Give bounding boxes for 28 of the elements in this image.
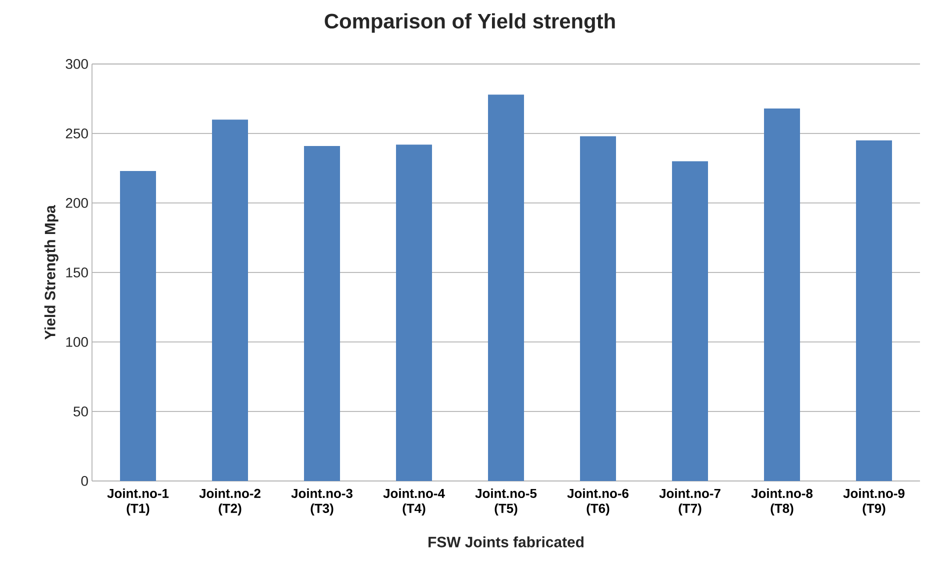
x-tick-label: Joint.no-2 (T2) — [199, 488, 260, 516]
x-tick-label: Joint.no-8 (T8) — [751, 488, 813, 516]
y-tick-label: 300 — [66, 59, 88, 69]
y-axis-title: Yield Strength Mpa — [44, 205, 58, 340]
bar — [856, 140, 892, 481]
x-tick-label: Joint.no-6 (T6) — [567, 488, 628, 516]
bar — [120, 171, 156, 481]
y-tick-label: 0 — [81, 476, 88, 486]
x-tick-label: Joint.no-1 (T1) — [107, 488, 169, 516]
chart-title: Comparison of Yield strength — [324, 13, 615, 33]
bar — [764, 108, 800, 481]
x-axis-title: FSW Joints fabricated — [428, 536, 584, 548]
bar — [304, 146, 340, 481]
y-tick-label: 150 — [66, 268, 88, 278]
x-tick-label: Joint.no-9 (T9) — [843, 488, 904, 516]
y-tick-label: 50 — [74, 406, 88, 416]
x-tick-label: Joint.no-7 (T7) — [659, 488, 720, 516]
y-tick-label: 250 — [66, 128, 88, 138]
bar — [396, 144, 432, 481]
bar — [212, 120, 248, 481]
x-tick-label: Joint.no-4 (T4) — [383, 488, 445, 516]
bar — [580, 136, 616, 481]
bar — [488, 94, 524, 481]
bar — [672, 161, 708, 481]
y-tick-label: 200 — [66, 198, 88, 208]
x-tick-label: Joint.no-5 (T5) — [475, 488, 537, 516]
x-tick-label: Joint.no-3 (T3) — [291, 488, 352, 516]
y-tick-label: 100 — [66, 337, 88, 347]
